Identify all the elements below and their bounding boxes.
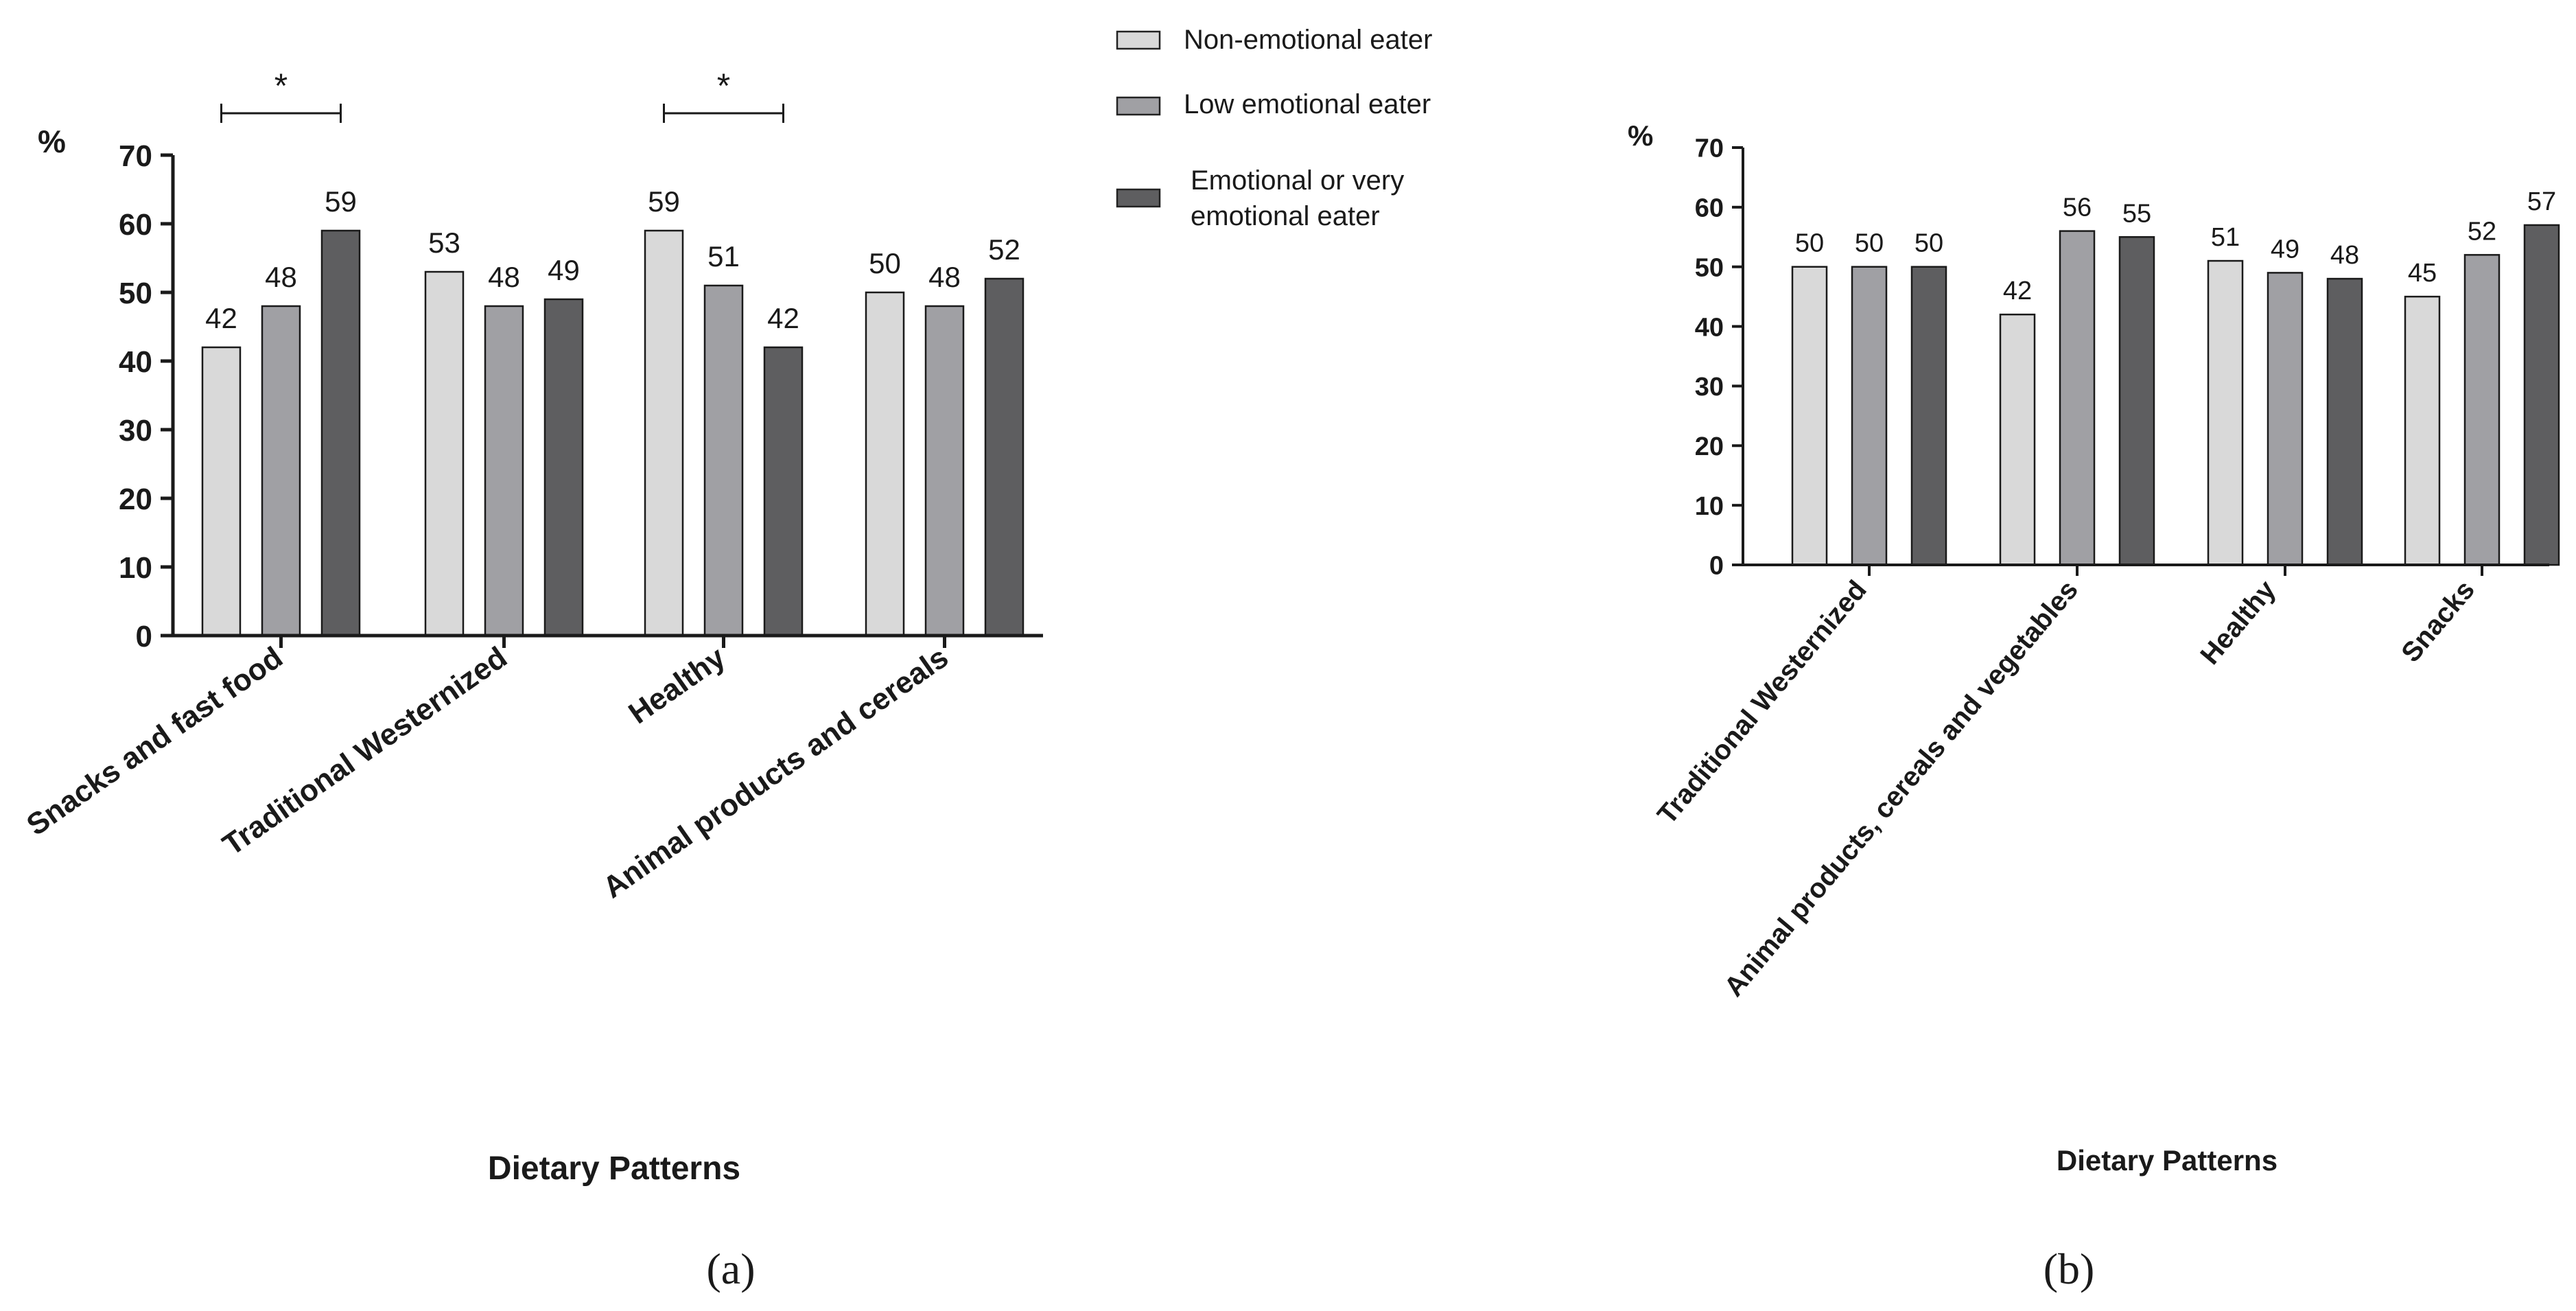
panel-label-b: (b) <box>2044 1244 2095 1293</box>
y-axis-label-b: % <box>1628 119 1653 152</box>
data-label-a-snacks-and-fast-food-low-emotional-eater: 48 <box>265 261 297 293</box>
y-tick-label-a-50: 50 <box>119 277 152 310</box>
bar-a-snacks-and-fast-food-non-emotional-eater <box>201 346 242 637</box>
data-label-a-traditional-westernized-low-emotional-eater: 48 <box>488 261 520 293</box>
data-label-a-snacks-and-fast-food-non-emotional-eater: 42 <box>205 302 237 334</box>
data-label-a-traditional-westernized-non-emotional-eater: 53 <box>428 227 460 259</box>
legend-swatch-emotional <box>1116 188 1161 208</box>
legend-swatch-non-emotional <box>1116 30 1161 50</box>
bar-a-traditional-westernized-low-emotional-eater <box>484 305 524 637</box>
bar-b-healthy-low-emotional-eater <box>2267 272 2304 566</box>
legend-label-low-emotional: Low emotional eater <box>1184 89 1431 119</box>
data-label-a-healthy-non-emotional-eater: 59 <box>648 185 680 218</box>
bar-a-healthy-non-emotional-eater <box>644 229 684 637</box>
bar-b-snacks-non-emotional-eater <box>2404 295 2441 566</box>
data-label-b-traditional-westernized-low-emotional-eater: 50 <box>1855 229 1884 258</box>
bar-b-traditional-westernized-non-emotional-eater <box>1791 266 1828 566</box>
y-tick-label-a-70: 70 <box>119 139 152 173</box>
y-tick-label-a-30: 30 <box>119 414 152 448</box>
bar-a-animal-products-and-cereals-non-emotional-eater <box>865 291 905 637</box>
data-label-a-snacks-and-fast-food-emotional-or-very-emotional-eater: 59 <box>325 185 357 218</box>
significance-star-a-snacks-and-fast-food: * <box>274 67 288 105</box>
data-label-a-animal-products-and-cereals-low-emotional-eater: 48 <box>928 261 961 293</box>
data-label-b-healthy-non-emotional-eater: 51 <box>2211 223 2240 252</box>
data-label-b-animal-products-cereals-and-vegetables-low-emotional-eater: 56 <box>2063 194 2092 222</box>
data-label-a-animal-products-and-cereals-non-emotional-eater: 50 <box>869 247 901 279</box>
data-label-b-traditional-westernized-non-emotional-eater: 50 <box>1795 229 1824 258</box>
y-axis-label-a: % <box>38 124 66 159</box>
data-label-a-healthy-emotional-or-very-emotional-eater: 42 <box>767 302 799 334</box>
legend-label-non-emotional: Non-emotional eater <box>1184 25 1432 55</box>
y-tick-label-a-40: 40 <box>119 345 152 379</box>
y-tick-label-b-20: 20 <box>1695 432 1724 461</box>
y-tick-label-b-50: 50 <box>1695 253 1724 282</box>
bar-b-traditional-westernized-emotional-or-very-emotional-eater <box>1910 266 1947 566</box>
legend-label-emotional-line2: emotional eater <box>1191 201 1380 231</box>
legend: Non-emotional eater Low emotional eater … <box>1116 25 1432 231</box>
data-label-a-animal-products-and-cereals-emotional-or-very-emotional-eater: 52 <box>988 233 1020 266</box>
y-tick-label-b-60: 60 <box>1695 194 1724 223</box>
bar-b-animal-products-cereals-and-vegetables-low-emotional-eater <box>2059 230 2096 566</box>
panel-label-a: (a) <box>706 1244 755 1293</box>
bar-b-healthy-non-emotional-eater <box>2207 259 2244 566</box>
y-tick-label-b-70: 70 <box>1695 135 1724 163</box>
bar-a-traditional-westernized-non-emotional-eater <box>424 270 465 637</box>
y-tick-label-b-40: 40 <box>1695 313 1724 342</box>
y-tick-label-a-10: 10 <box>119 551 152 585</box>
data-label-b-snacks-emotional-or-very-emotional-eater: 57 <box>2527 187 2556 216</box>
y-tick-label-a-60: 60 <box>119 208 152 242</box>
bar-b-snacks-emotional-or-very-emotional-eater <box>2523 224 2560 566</box>
bar-b-animal-products-cereals-and-vegetables-emotional-or-very-emotional-eater <box>2118 236 2155 566</box>
bar-b-traditional-westernized-low-emotional-eater <box>1851 266 1888 566</box>
data-label-b-animal-products-cereals-and-vegetables-non-emotional-eater: 42 <box>2003 277 2032 305</box>
x-axis-label-a: Dietary Patterns <box>488 1150 740 1187</box>
bar-b-animal-products-cereals-and-vegetables-non-emotional-eater <box>1999 313 2036 566</box>
data-label-b-snacks-low-emotional-eater: 52 <box>2468 217 2496 246</box>
data-label-b-healthy-low-emotional-eater: 49 <box>2271 235 2299 264</box>
bar-a-snacks-and-fast-food-low-emotional-eater <box>261 305 301 637</box>
bar-a-healthy-emotional-or-very-emotional-eater <box>763 346 804 637</box>
y-tick-label-a-0: 0 <box>136 620 152 653</box>
bar-a-healthy-low-emotional-eater <box>703 284 744 637</box>
data-label-b-animal-products-cereals-and-vegetables-emotional-or-very-emotional-eater: 55 <box>2122 199 2151 228</box>
x-axis-label-b: Dietary Patterns <box>2057 1144 2278 1176</box>
data-label-b-traditional-westernized-emotional-or-very-emotional-eater: 50 <box>1915 229 1943 258</box>
data-label-a-healthy-low-emotional-eater: 51 <box>707 240 740 272</box>
legend-swatch-low-emotional <box>1116 96 1161 116</box>
bar-b-healthy-emotional-or-very-emotional-eater <box>2326 277 2363 566</box>
y-tick-label-b-30: 30 <box>1695 373 1724 402</box>
y-tick-label-a-20: 20 <box>119 483 152 516</box>
data-label-b-snacks-non-emotional-eater: 45 <box>2408 259 2437 288</box>
data-label-a-traditional-westernized-emotional-or-very-emotional-eater: 49 <box>548 254 580 286</box>
data-label-b-healthy-emotional-or-very-emotional-eater: 48 <box>2330 241 2359 270</box>
bar-a-traditional-westernized-emotional-or-very-emotional-eater <box>543 298 584 637</box>
bar-a-animal-products-and-cereals-emotional-or-very-emotional-eater <box>984 277 1024 637</box>
significance-star-a-healthy: * <box>717 67 730 105</box>
y-tick-label-b-0: 0 <box>1709 552 1724 581</box>
bar-a-animal-products-and-cereals-low-emotional-eater <box>924 305 965 637</box>
legend-label-emotional-line1: Emotional or very <box>1191 165 1404 196</box>
y-tick-label-b-10: 10 <box>1695 492 1724 521</box>
bar-b-snacks-low-emotional-eater <box>2463 254 2501 566</box>
bar-a-snacks-and-fast-food-emotional-or-very-emotional-eater <box>320 229 361 637</box>
